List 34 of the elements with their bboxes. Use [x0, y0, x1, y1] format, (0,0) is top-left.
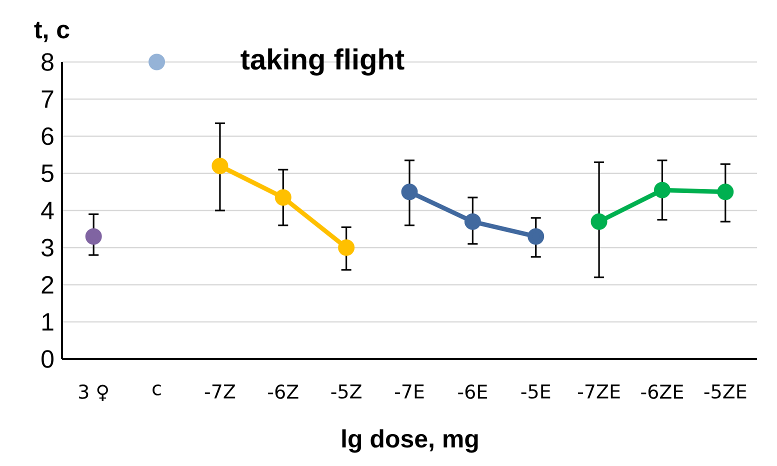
point [717, 184, 734, 200]
point [528, 228, 544, 245]
x-tick-label: 3 ♀ [79, 384, 108, 402]
x-tick-label: -6E [458, 384, 487, 399]
point [148, 54, 166, 70]
x-axis-title: lg dose, mg [342, 429, 478, 453]
y-tick-label: 8 [42, 53, 54, 71]
text: taking flight [240, 48, 404, 76]
y-tick-label: 5 [42, 164, 54, 182]
point [401, 184, 418, 200]
point [338, 239, 355, 256]
y-tick-label: 7 [42, 90, 54, 108]
x-tick-label: c [152, 384, 161, 396]
point [464, 213, 481, 230]
y-axis-title: t, c [34, 22, 70, 42]
x-tick-label: -6ZE [641, 384, 683, 399]
x-tick-label: -7E [394, 384, 424, 398]
x-tick-label: -7Z [204, 384, 236, 398]
x-tick-label: -7ZE [578, 384, 620, 398]
y-tick-label: 3 [42, 238, 54, 256]
x-tick-label: -5ZE [704, 384, 746, 399]
y-tick-label: 1 [42, 313, 54, 330]
y-tick-label: 2 [42, 276, 54, 294]
point [212, 158, 228, 174]
y-tick-label: 6 [42, 127, 54, 146]
point [590, 213, 608, 230]
x-tick-label: -6Z [268, 384, 298, 399]
y-tick-label: 4 [41, 202, 54, 220]
x-tick-label: -5Z [331, 384, 362, 399]
y-tick-label: 0 [42, 350, 54, 368]
x-tick-label: -5E [521, 384, 550, 399]
point [85, 228, 102, 245]
point [274, 189, 292, 206]
point [654, 182, 670, 198]
